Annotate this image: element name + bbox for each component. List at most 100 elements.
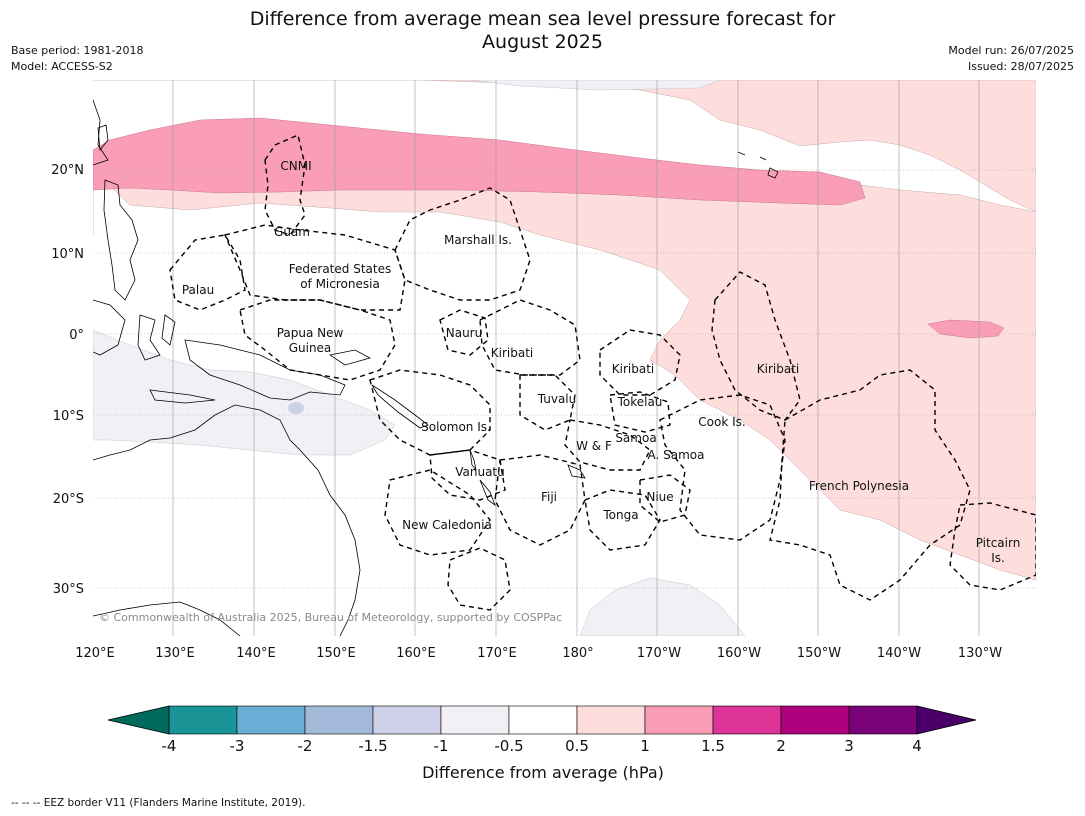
label-fiji: Fiji	[541, 490, 557, 504]
label-png-line2: Guinea	[289, 341, 332, 355]
colorbar-tick-label: 1	[640, 737, 650, 755]
label-cook: Cook Is.	[698, 415, 745, 429]
lon-label-120e: 120°E	[75, 646, 115, 661]
colorbar-ticks: -4 -3 -2 -1.5 -1 -0.5 0.5 1 1.5 2 3 4	[162, 737, 922, 755]
colorbar-tick-label: -2	[298, 737, 313, 755]
eez-niue	[639, 474, 691, 523]
eez-legend: -- -- -- EEZ border V11 (Flanders Marine…	[11, 797, 306, 809]
gridlines	[93, 80, 1036, 636]
label-fsm-line1: Federated States	[289, 262, 391, 276]
eez-borders	[169, 134, 1036, 611]
model-run: Model run: 26/07/2025	[948, 44, 1074, 57]
colorbar: -4 -3 -2 -1.5 -1 -0.5 0.5 1 1.5 2 3 4 Difference fr…	[107, 705, 977, 782]
coastlines	[93, 99, 779, 636]
longitude-labels: 120°E 130°E 140°E 150°E 160°E 170°E 180°…	[75, 646, 1002, 661]
eez-palau	[169, 234, 246, 311]
label-fsm-line2: of Micronesia	[300, 277, 380, 291]
colorbar-bin	[780, 705, 850, 735]
eez-fiji	[494, 454, 586, 546]
chart-title: Difference from average mean sea level p…	[0, 8, 1085, 54]
australia	[93, 404, 361, 636]
copyright-text: © Commonwealth of Australia 2025, Bureau…	[99, 611, 562, 624]
eez-kiribati-west	[479, 299, 581, 376]
eez-cook	[659, 394, 786, 541]
timor-islands	[149, 389, 216, 404]
colorbar-tick-label: -1	[434, 737, 449, 755]
colorbar-bin	[848, 705, 918, 735]
place-labels: CNMI Guam Palau Federated States of Micr…	[182, 159, 1020, 565]
sulawesi	[137, 314, 161, 361]
taiwan	[97, 124, 109, 152]
lat-label-20n: 20°N	[51, 163, 84, 178]
title-line-2: August 2025	[482, 31, 603, 53]
label-asamoa: A. Samoa	[648, 448, 705, 462]
colorbar-bin	[712, 705, 782, 735]
eez-kiribati-central	[599, 329, 681, 396]
colorbar-tick-label: -4	[162, 737, 177, 755]
colorbar-bin	[576, 705, 646, 735]
anomaly-1-to-1.5-small-region	[927, 319, 1005, 339]
map-area: CNMI Guam Palau Federated States of Micr…	[93, 80, 1036, 636]
eez-nz-north	[447, 547, 511, 611]
label-pitcairn-line1: Pitcairn	[976, 536, 1021, 550]
lon-label-130w: 130°W	[958, 646, 1002, 661]
new-caledonia-island	[479, 479, 496, 507]
colorbar-bin	[508, 705, 578, 735]
eez-french-polynesia	[769, 369, 971, 601]
eez-solomon	[369, 369, 491, 456]
colorbar-bin	[168, 705, 238, 735]
label-tonga: Tonga	[602, 508, 638, 522]
label-png-line1: Papua New	[277, 326, 344, 340]
lon-label-160e: 160°E	[396, 646, 436, 661]
map: CNMI Guam Palau Federated States of Micr…	[51, 80, 1036, 661]
new-britain	[328, 349, 372, 366]
colorbar-tick-label: -0.5	[494, 737, 523, 755]
meta-left: Base period: 1981-2018 Model: ACCESS-S2	[11, 43, 143, 75]
title-line-1: Difference from average mean sea level p…	[249, 8, 836, 30]
colorbar-tick-label: 4	[912, 737, 922, 755]
eez-tuvalu	[519, 374, 576, 431]
label-kiribati-west: Kiribati	[491, 346, 533, 360]
colorbar-tick-label: 3	[844, 737, 854, 755]
colorbar-tick-label: 0.5	[565, 737, 589, 755]
anomaly-negative-region-north	[469, 80, 721, 91]
label-palau: Palau	[182, 283, 214, 297]
borneo	[93, 299, 126, 356]
halmahera	[161, 314, 176, 346]
eez-pitcairn	[949, 502, 1036, 591]
label-samoa: Samoa	[615, 431, 656, 445]
eez-tokelau	[609, 391, 671, 433]
colorbar-max-arrow	[916, 705, 977, 735]
anomaly-small-patch	[288, 402, 304, 414]
colorbar-tick-label: 1.5	[701, 737, 725, 755]
lat-label-10n: 10°N	[51, 247, 84, 262]
solomon-islands	[371, 384, 429, 429]
colorbar-bins	[168, 705, 918, 735]
asia-coast	[93, 99, 109, 166]
colorbar-label: Difference from average (hPa)	[422, 763, 664, 782]
lon-label-140e: 140°E	[236, 646, 276, 661]
label-french-polynesia: French Polynesia	[809, 479, 909, 493]
lon-label-170e: 170°E	[477, 646, 517, 661]
colorbar-tick-label: -1.5	[358, 737, 387, 755]
eez-wf-samoa	[564, 419, 651, 471]
fiji-islands	[567, 464, 586, 479]
lon-label-130e: 130°E	[155, 646, 195, 661]
label-tokelau: Tokelau	[617, 395, 663, 409]
colorbar-bin	[644, 705, 714, 735]
model-name: Model: ACCESS-S2	[11, 60, 113, 73]
colorbar-bin	[440, 705, 510, 735]
lon-label-150e: 150°E	[316, 646, 356, 661]
base-period: Base period: 1981-2018	[11, 44, 144, 57]
label-pitcairn-line2: Is.	[991, 551, 1005, 565]
meta-right: Model run: 26/07/2025 Issued: 28/07/2025	[948, 43, 1074, 75]
label-kiribati-east: Kiribati	[757, 362, 799, 376]
latitude-labels: 20°N 10°N 0° 10°S 20°S 30°S	[51, 163, 84, 597]
colorbar-bin	[372, 705, 442, 735]
label-vanuatu: Vanuatu	[455, 465, 505, 479]
lat-label-10s: 10°S	[53, 409, 84, 424]
issued-date: Issued: 28/07/2025	[967, 60, 1074, 73]
lon-label-160w: 160°W	[717, 646, 761, 661]
eez-png	[239, 299, 396, 381]
label-tuvalu: Tuvalu	[537, 392, 577, 406]
